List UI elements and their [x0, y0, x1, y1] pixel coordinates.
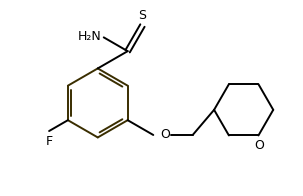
Text: O: O: [160, 128, 170, 142]
Text: S: S: [138, 9, 146, 22]
Text: H₂N: H₂N: [78, 30, 102, 43]
Text: F: F: [45, 135, 53, 148]
Text: O: O: [255, 139, 265, 152]
